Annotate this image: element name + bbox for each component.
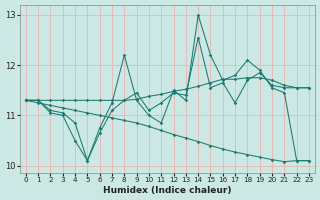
X-axis label: Humidex (Indice chaleur): Humidex (Indice chaleur) <box>103 186 232 195</box>
